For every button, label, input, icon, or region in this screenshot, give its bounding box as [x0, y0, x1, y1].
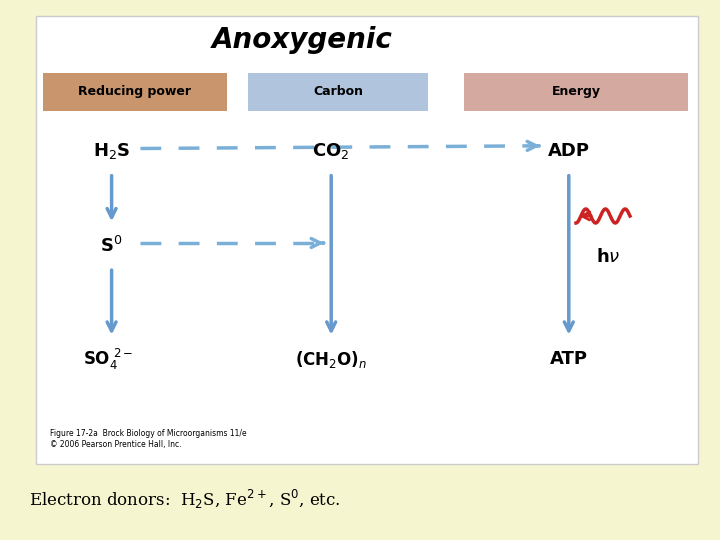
Text: Carbon: Carbon: [313, 85, 364, 98]
Text: SO$_4^{\ 2-}$: SO$_4^{\ 2-}$: [83, 347, 133, 372]
Text: H$_2$S: H$_2$S: [93, 141, 130, 161]
FancyBboxPatch shape: [464, 73, 688, 111]
Text: h$\nu$: h$\nu$: [596, 247, 621, 266]
Text: Energy: Energy: [552, 85, 600, 98]
FancyBboxPatch shape: [248, 73, 428, 111]
Text: ATP: ATP: [550, 350, 588, 368]
FancyBboxPatch shape: [36, 16, 698, 464]
Text: Electron donors:  H$_2$S, Fe$^{2+}$, S$^0$, etc.: Electron donors: H$_2$S, Fe$^{2+}$, S$^0…: [29, 488, 341, 511]
Text: Figure 17-2a  Brock Biology of Microorganisms 11/e
© 2006 Pearson Prentice Hall,: Figure 17-2a Brock Biology of Microorgan…: [50, 429, 247, 449]
Text: Reducing power: Reducing power: [78, 85, 192, 98]
Text: Anoxygenic: Anoxygenic: [212, 26, 393, 55]
Text: S$^0$: S$^0$: [100, 235, 123, 256]
Text: (CH$_2$O)$_n$: (CH$_2$O)$_n$: [295, 349, 367, 369]
FancyBboxPatch shape: [43, 73, 227, 111]
Text: ADP: ADP: [548, 142, 590, 160]
Text: CO$_2$: CO$_2$: [312, 141, 350, 161]
